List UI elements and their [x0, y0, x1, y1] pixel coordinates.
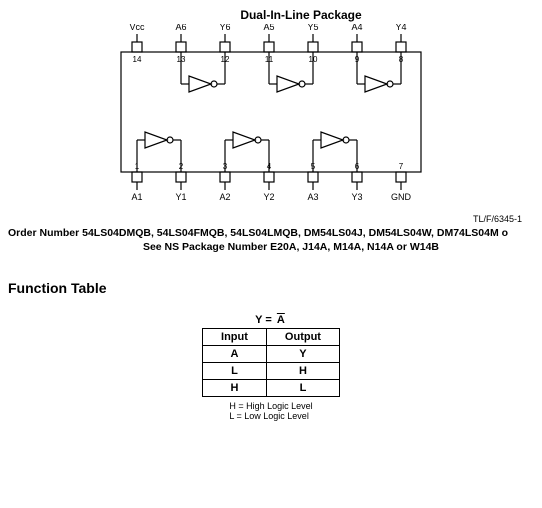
package-title: Dual-In-Line Package: [68, 8, 534, 22]
cell: L: [266, 380, 339, 397]
svg-text:A6: A6: [175, 24, 186, 32]
order-line-2: See NS Package Number E20A, J14A, M14A, …: [48, 240, 534, 254]
table-row: L H: [203, 363, 340, 380]
col-input: Input: [203, 329, 267, 346]
svg-text:GND: GND: [391, 192, 412, 202]
function-equation: Y = A: [8, 314, 534, 326]
svg-text:Y3: Y3: [351, 192, 362, 202]
watermark-sub: www.elecfans.com: [450, 448, 516, 457]
function-table-block: Y = A Input Output A Y L H H L H = High …: [8, 314, 534, 424]
svg-text:Y5: Y5: [307, 24, 318, 32]
subhead-a: A: [203, 346, 267, 363]
col-output: Output: [266, 329, 339, 346]
function-table: Input Output A Y L H H L: [202, 328, 340, 397]
svg-text:A5: A5: [263, 24, 274, 32]
svg-text:Y1: Y1: [175, 192, 186, 202]
svg-text:Vcc: Vcc: [129, 24, 145, 32]
watermark-icon: [412, 428, 444, 460]
order-info: Order Number 54LS04DMQB, 54LS04FMQB, 54L…: [8, 226, 534, 254]
legend-h: H = High Logic Level: [229, 401, 312, 411]
function-table-heading: Function Table: [8, 280, 534, 296]
legend: H = High Logic Level L = Low Logic Level: [229, 401, 312, 421]
legend-l: L = Low Logic Level: [229, 411, 312, 421]
watermark: 电子发烧友 www.elecfans.com: [412, 428, 516, 460]
svg-text:7: 7: [399, 162, 404, 171]
eq-lhs: Y: [255, 314, 262, 326]
svg-text:A3: A3: [307, 192, 318, 202]
svg-text:A1: A1: [131, 192, 142, 202]
svg-text:14: 14: [133, 55, 142, 64]
table-row: Input Output: [203, 329, 340, 346]
table-row: A Y: [203, 346, 340, 363]
pinout-svg: Vcc14A613Y612A511Y510A49Y48A11Y12A23Y24A…: [91, 24, 451, 214]
svg-text:Y2: Y2: [263, 192, 274, 202]
svg-text:Y4: Y4: [395, 24, 406, 32]
eq-rhs-bar: A: [275, 314, 287, 326]
svg-text:A4: A4: [351, 24, 362, 32]
cell: L: [203, 363, 267, 380]
watermark-text: 电子发烧友: [450, 431, 516, 448]
eq-sign: =: [265, 314, 271, 326]
table-row: H L: [203, 380, 340, 397]
tlf-code: TL/F/6345-1: [8, 214, 534, 224]
svg-text:Y6: Y6: [219, 24, 230, 32]
cell: H: [266, 363, 339, 380]
subhead-y: Y: [266, 346, 339, 363]
svg-text:A2: A2: [219, 192, 230, 202]
order-line-1: Order Number 54LS04DMQB, 54LS04FMQB, 54L…: [8, 227, 508, 239]
pinout-diagram: Vcc14A613Y612A511Y510A49Y48A11Y12A23Y24A…: [8, 24, 534, 214]
cell: H: [203, 380, 267, 397]
